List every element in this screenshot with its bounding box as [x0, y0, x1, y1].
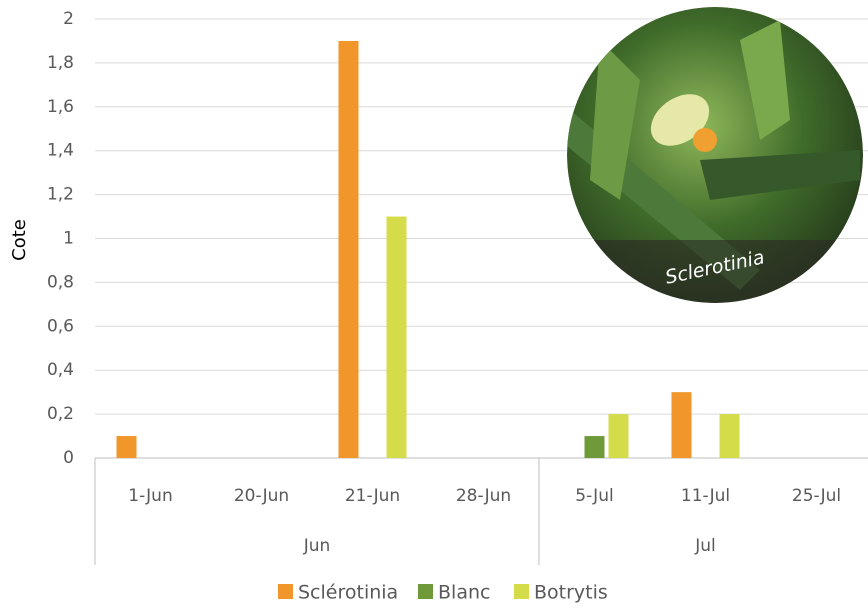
bar — [339, 41, 359, 458]
x-tick-label: 28-Jun — [456, 486, 511, 506]
y-tick-label: 0,4 — [47, 360, 74, 380]
legend-label: Botrytis — [534, 582, 608, 604]
group-label: Jul — [694, 536, 716, 556]
x-tick-label: 11-Jul — [681, 486, 730, 506]
y-tick-label: 0,2 — [47, 404, 74, 424]
y-tick-label: 0,8 — [47, 272, 74, 292]
y-tick-label: 0 — [63, 448, 74, 468]
y-tick-label: 0,6 — [47, 316, 74, 336]
legend-swatch — [514, 584, 529, 599]
y-tick-label: 1,8 — [47, 53, 74, 73]
group-label: Jun — [303, 536, 331, 556]
y-tick-label: 1,2 — [47, 185, 74, 205]
bar — [720, 414, 740, 458]
legend-label: Blanc — [438, 582, 490, 604]
x-tick-label: 20-Jun — [234, 486, 289, 506]
bar — [117, 436, 137, 458]
x-tick-label: 25-Jul — [792, 486, 841, 506]
y-axis-label: Cote — [9, 219, 30, 261]
y-tick-label: 1,4 — [47, 141, 74, 161]
x-tick-label: 1-Jun — [128, 486, 172, 506]
legend: Sclérotinia Blanc Botrytis — [278, 582, 608, 604]
y-tick-label: 1,6 — [47, 97, 74, 117]
bar — [609, 414, 629, 458]
photo-flower — [693, 128, 717, 152]
x-tick-label: 21-Jun — [345, 486, 400, 506]
legend-label: Sclérotinia — [298, 582, 398, 604]
y-tick-label: 2 — [63, 9, 74, 29]
y-tick-label: 1 — [63, 229, 74, 249]
bar — [672, 392, 692, 458]
legend-swatch — [418, 584, 433, 599]
bar — [585, 436, 605, 458]
bar — [387, 217, 407, 458]
chart: Cote 00,20,40,60,811,21,41,61,821-Jun20-… — [0, 0, 868, 604]
legend-swatch — [278, 584, 293, 599]
x-tick-label: 5-Jul — [575, 486, 613, 506]
